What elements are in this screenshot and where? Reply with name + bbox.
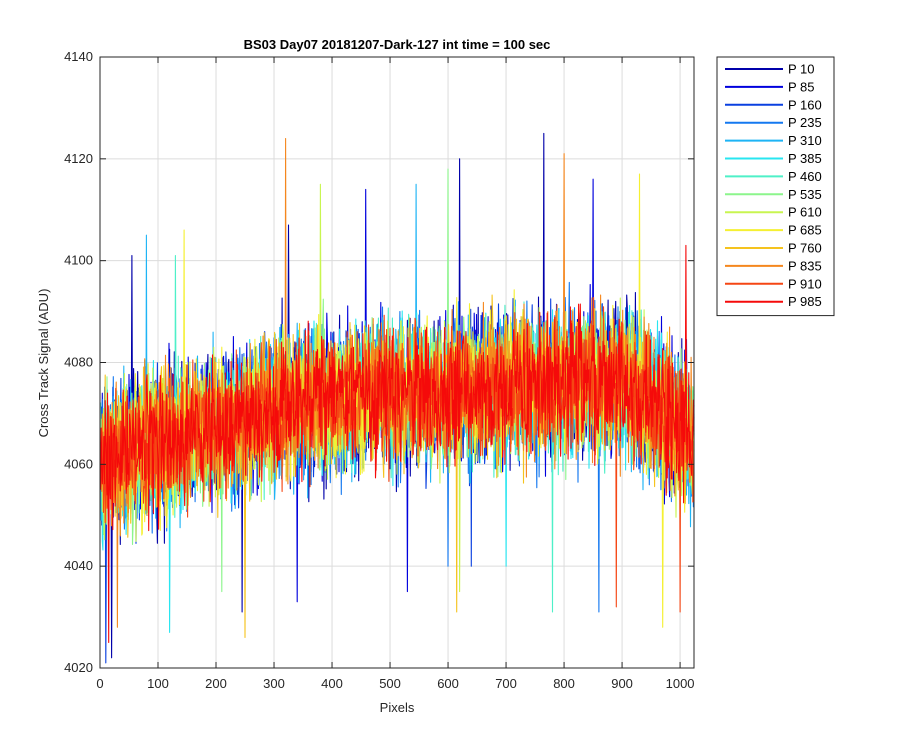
legend-entry-label: P 235 — [788, 115, 822, 130]
x-tick-label: 900 — [611, 676, 633, 691]
chart-title: BS03 Day07 20181207-Dark-127 int time = … — [244, 37, 551, 52]
legend-entry-label: P 985 — [788, 294, 822, 309]
legend-entry-label: P 910 — [788, 276, 822, 291]
x-axis-label: Pixels — [380, 700, 415, 715]
y-tick-label: 4040 — [64, 558, 93, 573]
legend-entry-label: P 310 — [788, 133, 822, 148]
x-tick-label: 500 — [379, 676, 401, 691]
legend-entry-label: P 85 — [788, 79, 815, 94]
series-line-p985 — [100, 244, 695, 644]
legend-entry-label: P 160 — [788, 97, 822, 112]
x-tick-label: 600 — [437, 676, 459, 691]
y-tick-label: 4020 — [64, 660, 93, 675]
x-tick-label: 0 — [96, 676, 103, 691]
y-tick-label: 4140 — [64, 49, 93, 64]
plot-series — [100, 132, 695, 664]
legend-entry-label: P 385 — [788, 151, 822, 166]
y-tick-label: 4120 — [64, 151, 93, 166]
legend-entry-label: P 610 — [788, 205, 822, 220]
x-tick-label: 1000 — [666, 676, 695, 691]
y-tick-label: 4060 — [64, 456, 93, 471]
legend-entry-label: P 10 — [788, 62, 815, 77]
x-tick-label: 400 — [321, 676, 343, 691]
x-tick-label: 200 — [205, 676, 227, 691]
y-tick-label: 4080 — [64, 355, 93, 370]
legend-entry-label: P 535 — [788, 187, 822, 202]
y-tick-label: 4100 — [64, 253, 93, 268]
x-tick-label: 700 — [495, 676, 517, 691]
legend-entry-label: P 760 — [788, 241, 822, 256]
legend-entry-label: P 460 — [788, 169, 822, 184]
x-tick-label: 100 — [147, 676, 169, 691]
x-tick-label: 300 — [263, 676, 285, 691]
legend-box — [716, 56, 835, 317]
axis-ticks: 0 100 200 300 400 500 600 700 800 900 1000 4020 4040… — [64, 49, 694, 691]
legend-entry-label: P 835 — [788, 258, 822, 273]
legend: P 10 P 85 P 160 P 235 P 310 P 385 P 460 P 535 P … — [716, 56, 835, 317]
x-tick-label: 800 — [553, 676, 575, 691]
legend-entry-label: P 685 — [788, 223, 822, 238]
y-axis-label: Cross Track Signal (ADU) — [36, 289, 51, 438]
